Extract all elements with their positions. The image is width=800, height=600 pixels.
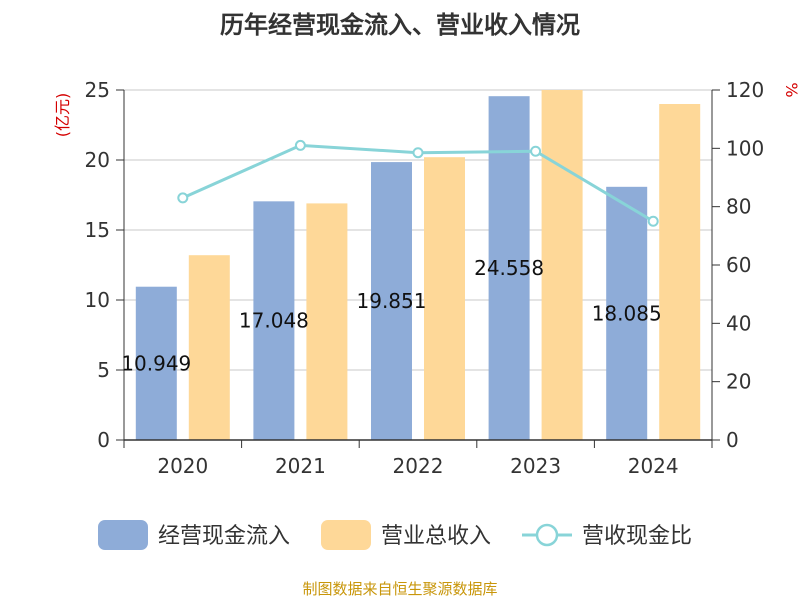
left-tick-label: 20 [85,148,110,172]
axes: 0 5 10 15 20 25 0 20 40 60 80 100 120 2020 2021 2022 202… [85,78,765,478]
legend-ratio-label: 营收现金比 [582,524,692,549]
cash-inflow-data-label: 19.851 [357,289,427,313]
legend-cash-inflow-label: 经营现金流入 [158,524,290,549]
bars [135,90,701,441]
right-tick-label: 60 [726,253,751,277]
data-labels: 10.949 17.048 19.851 24.558 18.085 [121,256,661,375]
ratio-point [647,215,659,227]
cash-inflow-data-label: 10.949 [121,351,191,375]
right-axis-unit: % [782,82,800,97]
ratio-point [412,147,424,159]
cash-inflow-bar [488,96,530,441]
cash-inflow-bar [606,186,648,440]
left-axis-unit: (亿元) [53,93,72,138]
legend-cash-inflow-swatch [98,520,148,550]
cash-inflow-bar [371,162,412,440]
legend-cash-inflow: 经营现金流入 [98,520,290,550]
left-tick-label: 5 [97,358,110,382]
x-tick-label: 2023 [510,454,561,478]
legend: 经营现金流入 营业总收入 营收现金比 [98,520,692,550]
chart-title: 历年经营现金流入、营业收入情况 [220,11,580,39]
legend-revenue-swatch [321,520,371,550]
legend-ratio: 营收现金比 [522,523,692,549]
right-tick-label: 20 [726,370,751,394]
x-tick-label: 2021 [275,454,326,478]
x-tick-label: 2024 [628,454,679,478]
left-tick-label: 25 [85,78,110,102]
legend-revenue-label: 营业总收入 [381,524,491,549]
ratio-point [177,192,189,204]
right-tick-label: 40 [726,311,751,335]
source-note: 制图数据来自恒生聚源数据库 [302,580,497,598]
cash-inflow-data-label: 24.558 [474,256,544,280]
right-tick-label: 100 [726,136,764,160]
x-tick-label: 2020 [157,454,208,478]
right-tick-label: 80 [726,195,751,219]
ratio-point [294,139,306,151]
cash-inflow-data-label: 18.085 [592,301,662,325]
legend-revenue: 营业总收入 [321,520,491,550]
legend-ratio-swatch-marker [535,523,559,547]
revenue-bar [541,90,583,440]
revenue-bar [306,203,348,440]
left-tick-label: 0 [97,428,110,452]
ratio-line [177,139,659,227]
cash-inflow-bar [135,286,177,440]
right-tick-label: 0 [726,428,739,452]
left-tick-label: 10 [85,288,110,312]
ratio-point [530,145,542,157]
left-tick-label: 15 [85,218,110,242]
cash-inflow-bar [253,201,295,440]
revenue-bar [188,255,230,440]
revenue-bar [659,104,701,440]
right-tick-label: 120 [726,78,764,102]
revenue-bar [424,157,465,440]
cash-inflow-data-label: 17.048 [239,309,309,333]
x-tick-label: 2022 [393,454,444,478]
